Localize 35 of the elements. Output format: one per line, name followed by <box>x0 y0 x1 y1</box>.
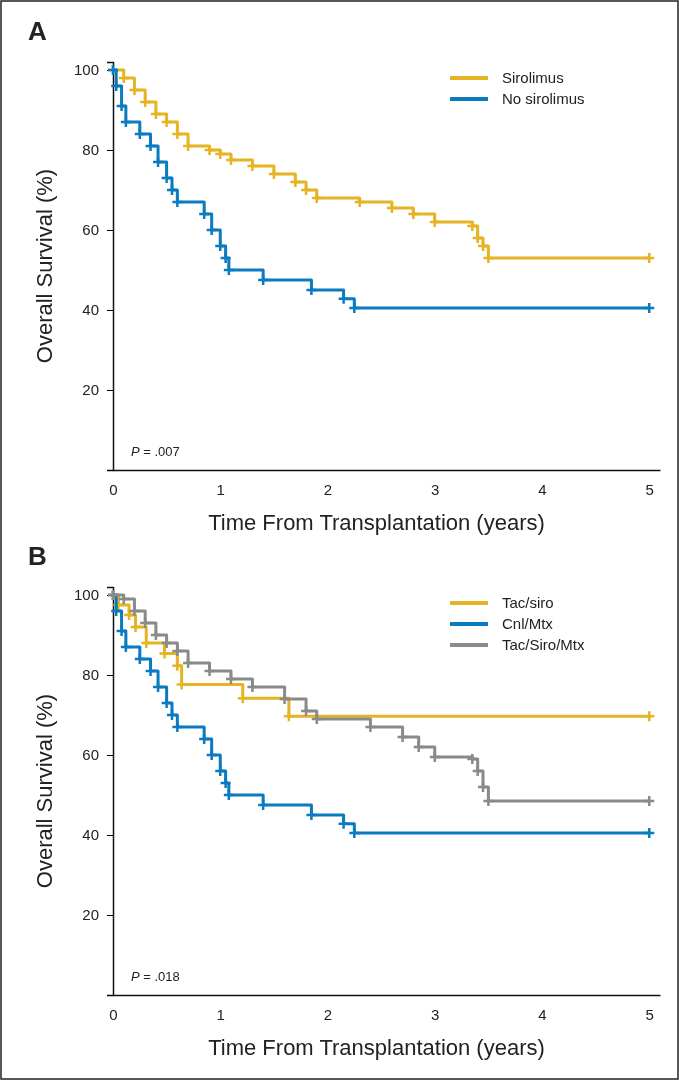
annotation: P = .007 <box>131 444 180 459</box>
legend-label: Tac/Siro/Mtx <box>502 636 586 653</box>
y-tick-label: 60 <box>82 221 99 239</box>
x-tick-label: 3 <box>431 1005 440 1023</box>
x-tick-label: 2 <box>323 1005 333 1023</box>
y-tick-label: 20 <box>82 906 99 924</box>
legend-label: Tac/siro <box>502 594 554 611</box>
x-axis-title: Time From Transplantation (years) <box>208 1035 545 1060</box>
y-tick-label: 60 <box>82 746 99 764</box>
y-axis-title: Overall Survival (%) <box>32 168 57 364</box>
legend-label: No sirolimus <box>502 90 585 107</box>
x-tick-label: 1 <box>216 1005 225 1023</box>
x-tick-label: 1 <box>216 480 225 498</box>
y-tick-label: 80 <box>82 141 99 159</box>
y-tick-label: 40 <box>82 301 99 319</box>
legend-label: Cnl/Mtx <box>502 615 554 632</box>
legend-label: Sirolimus <box>502 69 564 86</box>
x-axis-title: Time From Transplantation (years) <box>208 510 545 535</box>
x-tick-label: 3 <box>431 480 440 498</box>
x-tick-label: 4 <box>538 480 547 498</box>
y-tick-label: 100 <box>73 586 99 604</box>
x-tick-label: 2 <box>323 480 333 498</box>
y-tick-label: 100 <box>73 61 99 79</box>
x-tick-label: 4 <box>538 1005 547 1023</box>
x-tick-label: 0 <box>109 480 118 498</box>
x-tick-label: 0 <box>109 1005 118 1023</box>
y-tick-label: 40 <box>82 826 99 844</box>
x-tick-label: 5 <box>645 480 654 498</box>
y-tick-label: 20 <box>82 381 99 399</box>
y-tick-label: 80 <box>82 666 99 684</box>
x-tick-label: 5 <box>645 1005 654 1023</box>
annotation: P = .018 <box>131 969 180 984</box>
chart-title: A <box>28 16 47 46</box>
chart-title: B <box>28 541 47 571</box>
y-axis-title: Overall Survival (%) <box>32 693 57 889</box>
